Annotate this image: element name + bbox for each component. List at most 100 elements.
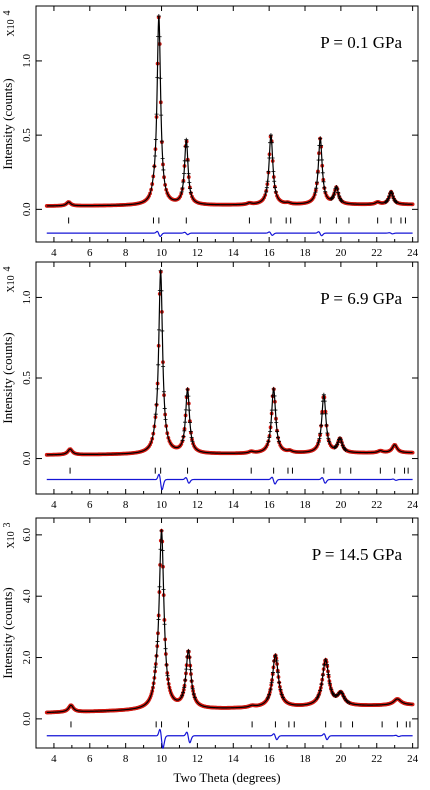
peak-marker — [161, 364, 166, 369]
peak-marker — [187, 408, 192, 413]
peak-marker — [161, 389, 166, 394]
y-tick-label: 0.0 — [21, 202, 33, 216]
x-tick-label: 6 — [87, 247, 93, 259]
peak-marker — [330, 691, 335, 696]
pressure-label: P = 14.5 GPa — [312, 545, 403, 564]
peak-marker — [267, 692, 272, 697]
peak-marker — [268, 133, 273, 138]
peak-marker — [315, 171, 320, 176]
peak-marker — [320, 411, 325, 416]
scale-exponent: 4 — [2, 11, 13, 16]
peak-marker — [390, 193, 395, 198]
x-tick-label: 12 — [192, 499, 203, 511]
peak-marker — [264, 189, 269, 194]
peak-marker — [318, 431, 323, 436]
peak-marker — [189, 435, 194, 440]
peak-marker — [185, 159, 190, 164]
peak-marker — [190, 439, 195, 444]
peak-marker — [154, 653, 159, 658]
x-tick-label: 14 — [228, 247, 240, 259]
peak-marker — [180, 693, 185, 698]
peak-marker — [394, 200, 399, 205]
peak-marker — [280, 695, 285, 700]
peak-marker — [274, 658, 279, 663]
reflection-markers — [70, 721, 411, 728]
y-axis-label: Intensity (counts) — [0, 587, 15, 678]
calculated-profile — [46, 530, 413, 714]
peak-marker — [160, 548, 165, 553]
x-tick-label: 6 — [87, 753, 93, 765]
peak-marker — [322, 185, 327, 190]
peak-marker — [164, 662, 169, 667]
peak-marker — [318, 688, 323, 693]
peak-marker — [339, 440, 344, 445]
x-tick-label: 18 — [300, 499, 312, 511]
panel-2: 4 6 8 10 12 14 16 18 20 22 24 0.0 0.5 1.0 Intensity (c… — [0, 261, 419, 511]
peak-marker — [186, 171, 191, 176]
peak-marker — [332, 190, 337, 195]
peak-marker — [323, 657, 328, 662]
peak-marker — [269, 680, 274, 685]
peak-marker — [330, 195, 335, 200]
peak-marker — [153, 412, 158, 417]
peak-marker — [189, 678, 194, 683]
peak-marker — [154, 112, 159, 117]
peak-marker — [320, 170, 325, 175]
reflection-markers — [68, 217, 406, 224]
peak-marker — [339, 198, 344, 203]
peak-marker — [326, 436, 331, 441]
peak-marker — [188, 429, 193, 434]
panel-1: 4 6 8 10 12 14 16 18 20 22 24 0.0 0.5 1.0 Intensity (c… — [0, 5, 419, 259]
peak-marker — [337, 193, 342, 198]
difference-curve — [46, 728, 413, 750]
peak-marker — [273, 185, 278, 190]
peak-marker — [156, 14, 161, 19]
peak-marker — [391, 196, 396, 201]
scale-exponent: 4 — [2, 267, 13, 272]
peak-marker — [273, 189, 278, 194]
peak-marker — [315, 695, 320, 700]
x-tick-label: 14 — [228, 753, 240, 765]
peak-marker — [319, 423, 324, 428]
peak-marker — [159, 113, 164, 118]
y-tick-label: 4.0 — [21, 589, 33, 603]
peak-marker — [269, 140, 274, 145]
peak-marker — [389, 191, 394, 196]
x-tick-label: 18 — [300, 247, 312, 259]
peak-marker — [179, 189, 184, 194]
peak-marker — [279, 692, 284, 697]
peak-marker — [338, 437, 343, 442]
peak-marker — [319, 143, 324, 148]
x-tick-label: 16 — [264, 753, 276, 765]
peak-marker — [181, 180, 186, 185]
pressure-label: P = 0.1 GPa — [320, 33, 402, 52]
peak-marker — [181, 434, 186, 439]
x-tick-label: 10 — [156, 499, 168, 511]
peak-marker — [181, 690, 186, 695]
x-tick-label: 12 — [192, 247, 203, 259]
peak-marker — [159, 139, 164, 144]
peak-marker — [159, 528, 164, 533]
x-tick-label: 14 — [228, 499, 240, 511]
x-tick-label: 20 — [335, 247, 347, 259]
peak-marker — [182, 428, 187, 433]
peak-marker — [323, 189, 328, 194]
peak-marker — [161, 587, 166, 592]
peak-marker — [319, 157, 324, 162]
x-tick-label: 16 — [264, 247, 276, 259]
peak-marker — [158, 76, 163, 81]
peak-marker — [180, 185, 185, 190]
peak-marker — [157, 34, 162, 39]
y-tick-label: 2.0 — [21, 650, 33, 664]
x-tick-label: 8 — [123, 499, 129, 511]
peak-marker — [321, 392, 326, 397]
peak-marker — [316, 692, 321, 697]
peak-marker — [155, 75, 160, 80]
peak-marker — [186, 394, 191, 399]
peak-marker — [155, 386, 160, 391]
peak-marker — [336, 440, 341, 445]
x-tick-label: 8 — [123, 247, 129, 259]
peak-marker — [340, 691, 345, 696]
peak-marker — [277, 680, 282, 685]
peak-marker — [334, 185, 339, 190]
